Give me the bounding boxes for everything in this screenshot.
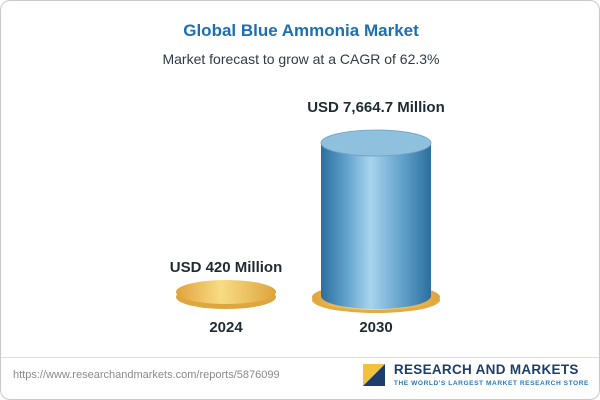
value-label-2024: USD 420 Million	[169, 259, 283, 276]
report-url-link[interactable]: https://www.researchandmarkets.com/repor…	[13, 369, 280, 381]
category-label-2024: 2024	[209, 319, 243, 336]
brand-tagline: THE WORLD'S LARGEST MARKET RESEARCH STOR…	[393, 379, 589, 387]
bar-2030-cylinder	[320, 129, 432, 309]
value-label-2030: USD 7,664.7 Million	[307, 99, 445, 116]
bar-2024-disc	[176, 280, 276, 309]
brand-name: RESEARCH AND MARKETS	[393, 362, 579, 378]
brand-text-block: RESEARCH AND MARKETS THE WORLD'S LARGEST…	[393, 362, 589, 387]
footer-divider	[1, 357, 599, 358]
chart-subtitle: Market forecast to grow at a CAGR of 62.…	[162, 51, 440, 67]
brand-logo: RESEARCH AND MARKETS THE WORLD'S LARGEST…	[361, 362, 589, 388]
category-label-2030: 2030	[359, 319, 393, 336]
chart-title: Global Blue Ammonia Market	[183, 21, 419, 40]
rm-flag-icon	[362, 364, 385, 386]
